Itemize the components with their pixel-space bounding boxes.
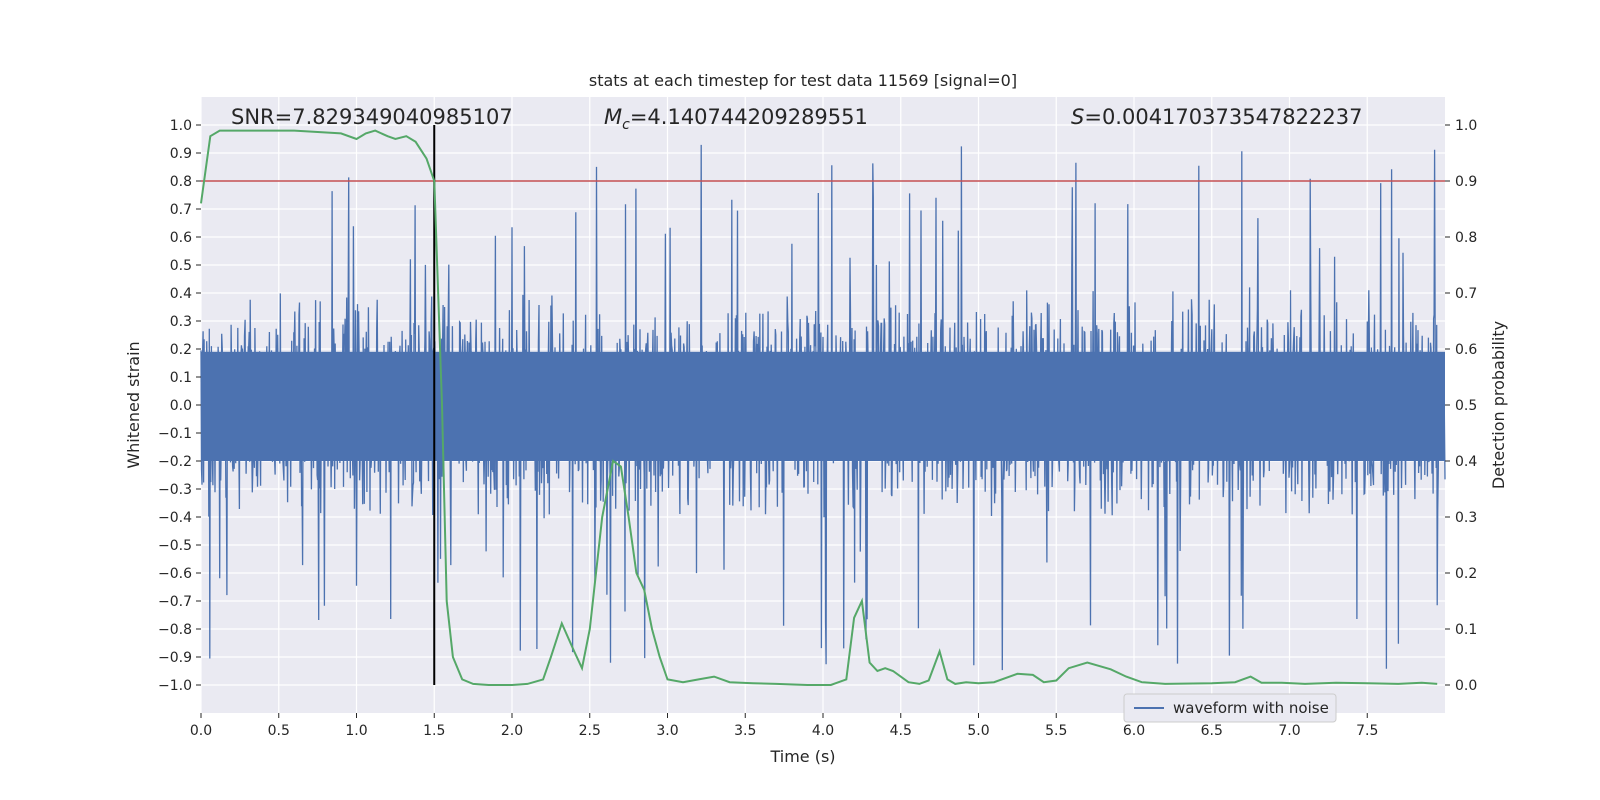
x-tick-label: 5.5 — [1045, 723, 1067, 739]
y-tick-label: −0.8 — [158, 622, 192, 638]
y2-tick-label: 0.5 — [1455, 398, 1477, 414]
chart-title: stats at each timestep for test data 115… — [589, 71, 1017, 90]
x-tick-label: 7.0 — [1278, 723, 1300, 739]
y-tick-label: 0.5 — [170, 258, 192, 274]
y-tick-label: 0.4 — [170, 286, 192, 302]
waveform-core — [201, 351, 1445, 461]
x-axis-label: Time (s) — [769, 747, 835, 766]
x-tick-label: 5.0 — [967, 723, 989, 739]
y-tick-label: −0.6 — [158, 566, 192, 582]
x-tick-label: 1.0 — [345, 723, 367, 739]
y2-axis-label: Detection probability — [1489, 321, 1508, 489]
chirp-mass-value: =4.140744209289551 — [630, 105, 868, 129]
y-tick-label: 0.0 — [170, 398, 192, 414]
s-annotation: S=0.004170373547822237 — [1071, 105, 1362, 129]
chirp-mass-symbol: M — [604, 105, 622, 129]
y2-tick-label: 0.2 — [1455, 566, 1477, 582]
snr-annotation: SNR=7.829349040985107 — [231, 105, 513, 129]
y-tick-label: −0.4 — [158, 510, 192, 526]
y-tick-label: −0.2 — [158, 454, 192, 470]
x-tick-label: 0.0 — [190, 723, 212, 739]
x-tick-label: 2.5 — [579, 723, 601, 739]
y2-tick-label: 1.0 — [1455, 118, 1477, 134]
y-tick-label: 0.9 — [170, 146, 192, 162]
y2-tick-label: 0.4 — [1455, 454, 1477, 470]
y-tick-label: −1.0 — [158, 678, 192, 694]
x-tick-label: 0.5 — [268, 723, 290, 739]
x-tick-label: 3.5 — [734, 723, 756, 739]
x-tick-label: 4.5 — [890, 723, 912, 739]
y-tick-label: −0.1 — [158, 426, 192, 442]
y-tick-label: 0.8 — [170, 174, 192, 190]
y-tick-label: 0.7 — [170, 202, 192, 218]
y2-tick-label: 0.1 — [1455, 622, 1477, 638]
x-tick-label: 6.0 — [1123, 723, 1145, 739]
y-tick-label: 0.3 — [170, 314, 192, 330]
y-tick-label: −0.9 — [158, 650, 192, 666]
chirp-mass-subscript: c — [622, 117, 630, 133]
legend-label: waveform with noise — [1173, 699, 1329, 717]
y-tick-label: 0.6 — [170, 230, 192, 246]
s-value: =0.004170373547822237 — [1084, 105, 1362, 129]
legend: waveform with noise — [1123, 693, 1337, 723]
y-axis-label: Whitened strain — [124, 341, 143, 468]
x-tick-label: 1.5 — [423, 723, 445, 739]
waveform-series — [200, 144, 1446, 671]
x-tick-label: 3.0 — [656, 723, 678, 739]
chirp-mass-annotation: Mc=4.140744209289551 — [604, 105, 868, 133]
legend-box — [1123, 693, 1337, 723]
overlays — [200, 125, 1445, 686]
y-tick-label: 0.1 — [170, 370, 192, 386]
y2-tick-label: 0.7 — [1455, 286, 1477, 302]
x-tick-label: 2.0 — [501, 723, 523, 739]
y2-tick-label: 0.8 — [1455, 230, 1477, 246]
y-tick-label: 0.2 — [170, 342, 192, 358]
y-tick-label: −0.3 — [158, 482, 192, 498]
y-tick-label: −0.7 — [158, 594, 192, 610]
probability-line — [200, 129, 1438, 686]
y2-tick-label: 0.0 — [1455, 678, 1477, 694]
x-tick-label: 6.5 — [1201, 723, 1223, 739]
ticks: 0.0 0.5 1.0 1.5 2.0 2.5 3.0 3.5 4.0 4.5 5.0 5.5 6.0 6… — [158, 118, 1477, 739]
y2-tick-label: 0.6 — [1455, 342, 1477, 358]
x-tick-label: 7.5 — [1356, 723, 1378, 739]
y2-tick-label: 0.3 — [1455, 510, 1477, 526]
x-tick-label: 4.0 — [812, 723, 834, 739]
y2-tick-label: 0.9 — [1455, 174, 1477, 190]
s-symbol: S — [1071, 105, 1084, 129]
y-tick-label: −0.5 — [158, 538, 192, 554]
y-tick-label: 1.0 — [170, 118, 192, 134]
